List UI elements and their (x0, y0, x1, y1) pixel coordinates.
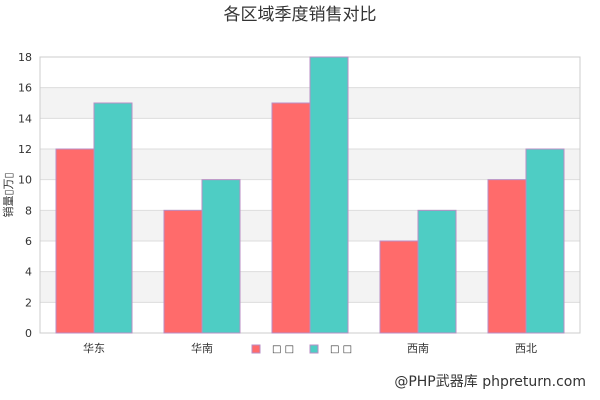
y-tick-label: 18 (18, 51, 32, 64)
bar-q1-2 (271, 102, 311, 334)
x-axis-categories: 华东 华南 西南 西北 (83, 341, 537, 355)
y-tick-label: 14 (18, 112, 32, 125)
bars (55, 56, 565, 334)
y-tick-label: 10 (18, 174, 32, 187)
y-tick-label: 6 (25, 235, 32, 248)
legend-label-q1: □ □ (272, 344, 294, 355)
bar-q1-3 (379, 240, 419, 334)
x-category-label: 西北 (515, 342, 537, 355)
bar-q2-1 (201, 179, 241, 334)
bar-q2-3 (417, 209, 457, 334)
chart-title: 各区域季度销售对比 (224, 5, 377, 25)
legend-swatch-q1 (251, 344, 261, 354)
y-tick-label: 2 (25, 296, 32, 309)
bar-q2-4 (525, 148, 565, 334)
y-tick-label: 0 (25, 327, 32, 340)
legend: □ □ □ □ (251, 344, 352, 355)
y-axis-label: 销量▯万▯ (1, 172, 15, 217)
bar-q1-0 (55, 148, 95, 334)
x-category-label: 西南 (407, 342, 429, 355)
y-axis-ticks: 0 2 4 6 8 10 12 14 16 18 (18, 51, 32, 340)
x-category-label: 华东 (83, 341, 105, 355)
bar-q1-4 (487, 179, 527, 334)
bar-q1-1 (163, 209, 203, 334)
y-tick-label: 16 (18, 82, 32, 95)
x-category-label: 华南 (191, 341, 213, 355)
watermark: @PHP武器库 phpreturn.com (394, 374, 586, 390)
legend-swatch-q2 (309, 344, 319, 354)
y-tick-label: 12 (18, 143, 32, 156)
bar-q2-2 (309, 56, 349, 334)
legend-label-q2: □ □ (330, 344, 352, 355)
y-tick-label: 8 (25, 204, 32, 217)
y-tick-label: 4 (25, 266, 32, 279)
bar-q2-0 (93, 102, 133, 334)
